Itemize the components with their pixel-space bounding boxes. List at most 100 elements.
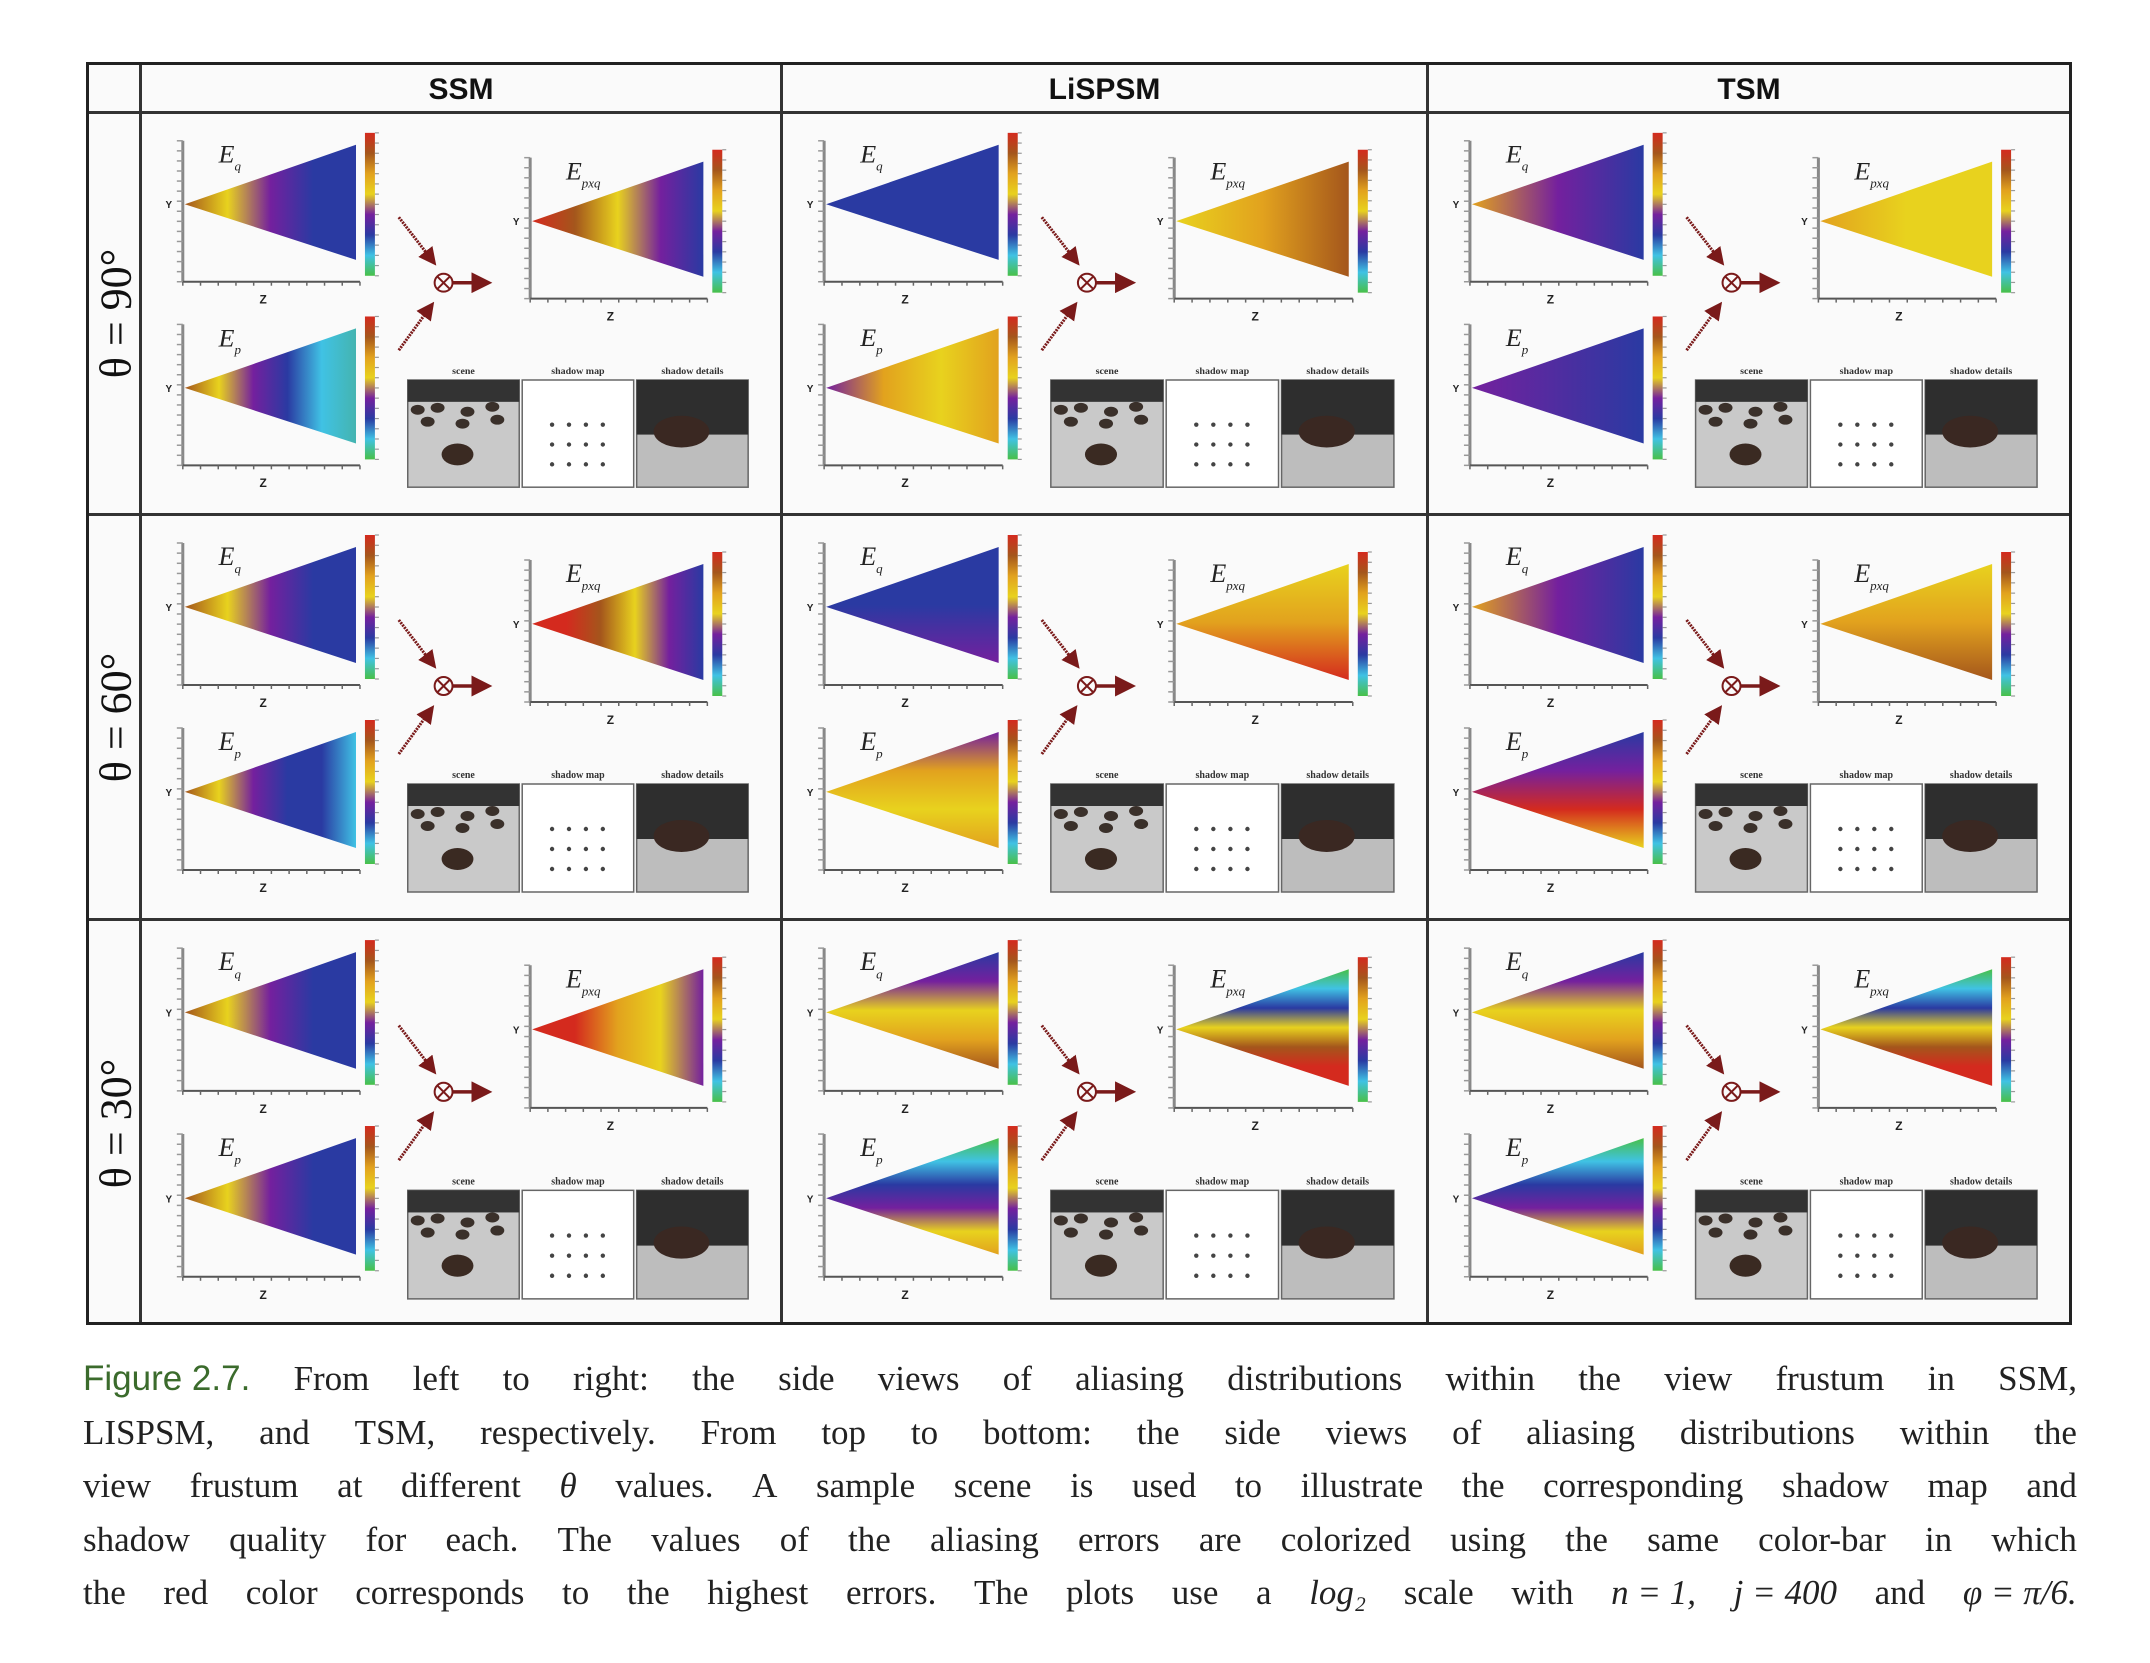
cell-graphic: Y Z Eq Y Z Ep Y Z Epxq scene shadow map shadow deta… <box>807 132 1395 490</box>
shadow-map-dot <box>1889 1253 1894 1258</box>
frustum-error-triangle <box>184 328 356 444</box>
shadow-map-dot <box>566 1253 572 1258</box>
panel-label: shadow details <box>661 366 723 377</box>
scene-sky <box>1695 380 1808 402</box>
y-axis-label: Y <box>807 1008 814 1019</box>
scene-object <box>1743 1229 1758 1240</box>
panel-label: shadow details <box>661 770 723 781</box>
z-axis-label: Z <box>901 476 908 490</box>
combine-arrows <box>397 1024 493 1162</box>
figure-cell-lispsm-row1: Y Z Eq Y Z Ep Y Z Epxq scene shadow map shadow deta… <box>783 114 1426 513</box>
plot-ep: Y Z Ep <box>166 719 379 895</box>
colorbar <box>712 552 723 696</box>
caption-word: LISPSM, <box>83 1412 215 1452</box>
caption-word: to <box>910 1412 939 1452</box>
frustum-error-triangle <box>184 1138 356 1255</box>
cell-graphic: Y Z Eq Y Z Ep Y Z Epxq scene shadow map shadow deta… <box>1453 939 2038 1302</box>
plot-title-base: E <box>1853 157 1870 186</box>
frustum-error-triangle <box>1471 732 1644 848</box>
plot-title: Ep <box>1505 323 1529 357</box>
caption-word: views <box>877 1359 960 1398</box>
shadow-map-dot <box>583 846 589 852</box>
shadow-map-dot <box>1838 846 1843 852</box>
shadow-map-dot <box>1211 826 1216 832</box>
z-axis-label: Z <box>259 1288 266 1302</box>
plot-title: Ep <box>1505 727 1529 761</box>
multiply-icon-cross <box>1080 1085 1094 1099</box>
scene-object <box>485 806 500 816</box>
plot-title-base: E <box>1505 140 1522 169</box>
caption-word: distributions <box>1679 1412 1855 1452</box>
plot-epxq: Y Z Epxq <box>1801 149 2016 323</box>
frustum-error-triangle <box>1820 564 1993 680</box>
sample-scene-panels: scene shadow map shadow details <box>407 366 749 488</box>
panel-label: shadow map <box>1840 1176 1894 1187</box>
shadow-map-dot <box>1889 1233 1894 1238</box>
plot-epxq: Y Z Epxq <box>1801 956 2016 1133</box>
panel-label: scene <box>1740 1176 1763 1187</box>
shadow-map-dot <box>600 846 606 852</box>
cell-graphic: Y Z Eq Y Z Ep Y Z Epxq scene shadow map shadow deta… <box>166 939 749 1302</box>
panel-label: shadow map <box>551 770 605 781</box>
caption-word: SSM, <box>1998 1359 2077 1398</box>
shadow-map-dot <box>1245 1273 1250 1278</box>
plot-title-subscript: q <box>1522 561 1529 576</box>
scene-object <box>1778 819 1793 829</box>
sample-scene-panels: scene shadow map shadow details <box>407 770 749 893</box>
caption-word: of <box>1002 1359 1032 1398</box>
z-axis-label: Z <box>901 881 908 895</box>
colorbar <box>2001 957 2012 1102</box>
y-axis-label: Y <box>1157 217 1164 228</box>
row-label-30: θ = 30° <box>89 921 142 1325</box>
plot-title: Epxq <box>1209 559 1245 593</box>
panel-label: scene <box>1740 366 1763 377</box>
y-axis-label: Y <box>513 217 520 228</box>
panel-label: scene <box>452 770 475 781</box>
plot-title-base: E <box>1209 157 1226 186</box>
caption-word: to <box>502 1359 530 1398</box>
plot-title: Ep <box>218 1133 242 1167</box>
plot-title-subscript: p <box>875 1152 883 1167</box>
combine-arrows <box>1040 216 1137 352</box>
shadow-map-image <box>1809 379 1923 488</box>
shadow-map-dot <box>583 1233 589 1238</box>
plot-title: Eq <box>859 542 883 576</box>
scene-creature <box>1084 848 1118 870</box>
row-divider <box>89 513 2069 516</box>
y-axis-label: Y <box>1801 1025 1808 1036</box>
combine-arrows <box>1040 1024 1137 1162</box>
plot-title-subscript: p <box>1521 746 1529 761</box>
plot-ep: Y Z Ep <box>1453 315 1667 490</box>
plot-ep: Y Z Ep <box>807 719 1022 895</box>
plot-eq: Y Z Eq <box>166 534 379 710</box>
colorbar <box>1357 552 1368 696</box>
shadow-map-dot <box>566 442 572 447</box>
z-axis-label: Z <box>259 696 266 710</box>
colorbar <box>364 720 375 864</box>
caption-word: scale <box>1403 1573 1474 1612</box>
panel-label: scene <box>1096 1176 1119 1187</box>
caption-word: to <box>562 1573 590 1612</box>
multiply-icon-cross <box>436 276 451 290</box>
shadow-map-dot <box>1855 1233 1860 1238</box>
shadow-map-dot <box>1228 846 1233 852</box>
plot-epxq: Y Z Epxq <box>513 956 727 1133</box>
sample-scene-panels: scene shadow map shadow details <box>1050 366 1395 488</box>
z-axis-label: Z <box>259 881 266 895</box>
caption-word: quality <box>229 1519 327 1559</box>
caption-word: which <box>1991 1519 2077 1559</box>
caption-word: the <box>692 1359 735 1398</box>
arrow-from-eq <box>1685 619 1725 669</box>
plot-title: Eq <box>1505 947 1529 981</box>
arrow-from-eq <box>1685 1024 1725 1075</box>
plot-title-base: E <box>1853 559 1870 588</box>
frustum-error-triangle <box>532 161 704 277</box>
shadow-map-image <box>1809 783 1923 893</box>
caption-word: TSM, <box>354 1412 436 1452</box>
plot-title: Eq <box>859 140 883 174</box>
caption-word: and <box>2026 1466 2077 1505</box>
shadow-map-dot <box>1838 826 1843 832</box>
plot-title: Epxq <box>565 559 601 593</box>
plot-title: Ep <box>218 727 242 761</box>
caption-word: is <box>1070 1466 1094 1505</box>
